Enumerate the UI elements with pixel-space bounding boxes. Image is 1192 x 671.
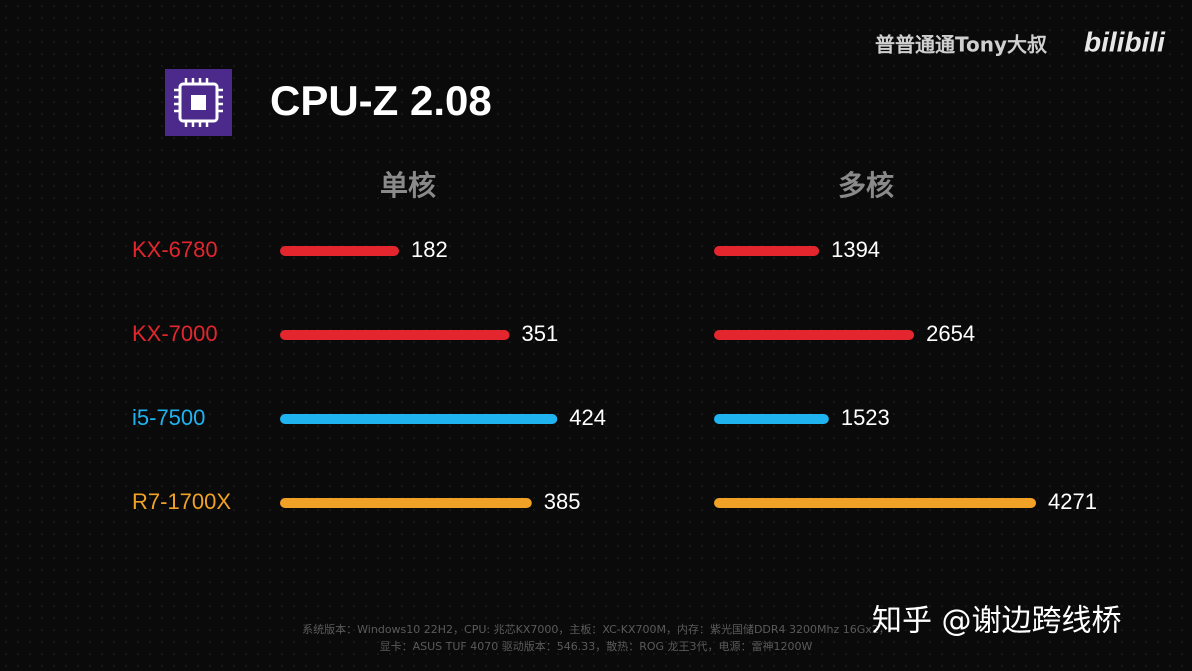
bar [280,246,400,256]
value-label: 1394 [831,237,880,262]
value-label: 2654 [926,321,975,346]
category-label: i5-7500 [132,405,205,430]
bar [714,330,915,340]
footnote: 系统版本：Windows10 22H2，CPU: 兆芯KX7000，主板：XC-… [302,622,890,636]
panel-title: 多核 [838,169,894,202]
title: CPU-Z 2.08 [270,77,492,124]
logo: bilibili [1084,26,1166,57]
credit: 知乎 @谢边跨线桥 [872,604,1122,639]
bar [714,246,820,256]
category-label: KX-6780 [132,237,218,262]
bar [280,498,532,508]
bar [714,498,1037,508]
category-label: KX-7000 [132,321,218,346]
value-label: 4271 [1048,489,1097,514]
value-label: 182 [411,237,448,262]
value-label: 424 [569,405,606,430]
footnote: 显卡：ASUS TUF 4070 驱动版本：546.33，散热：ROG 龙王3代… [380,639,813,653]
watermark: 普普通通Tony大叔 [875,33,1048,57]
category-label: R7-1700X [132,489,231,514]
value-label: 351 [522,321,559,346]
value-label: 1523 [841,405,890,430]
cpuz-icon [165,69,232,136]
bar [280,330,510,340]
panel-title: 单核 [380,169,436,202]
bar [714,414,829,424]
bar [280,414,558,424]
value-label: 385 [544,489,581,514]
